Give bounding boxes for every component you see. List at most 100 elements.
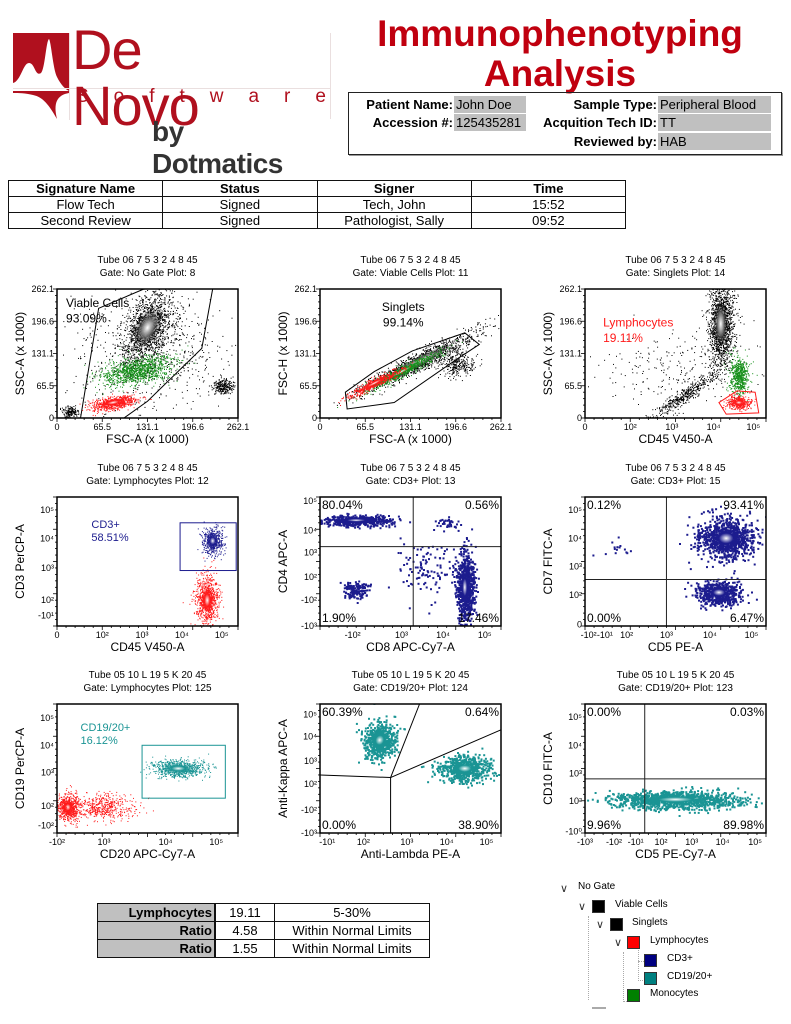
event-dot [169,299,171,301]
event-dot [153,378,154,380]
event-dot [116,406,118,408]
event-dot [131,336,133,338]
event-dot [163,280,164,281]
event-dot [75,405,77,407]
event-dot [181,321,183,323]
event-dot [130,398,132,400]
event-dot [163,319,165,321]
event-dot [442,362,444,364]
event-dot [165,358,167,360]
event-dot [160,359,162,361]
event-dot [153,362,155,364]
event-dot [112,375,114,377]
event-dot [124,358,126,360]
gate-polygon[interactable] [79,288,214,419]
event-dot [113,367,115,369]
event-dot [155,345,157,346]
event-dot [220,393,222,395]
event-dot [147,282,148,283]
patient-info-box: Patient Name: John Doe Accession #: 1254… [348,92,782,155]
event-dot [100,373,102,375]
event-dot [223,390,225,392]
event-dot [150,359,152,361]
event-dot [144,381,146,383]
event-dot [226,386,228,388]
event-dot [124,405,126,407]
event-dot [129,351,130,353]
event-dot [97,408,99,410]
event-dot [128,364,130,366]
event-dot [131,338,133,339]
event-dot [135,362,137,364]
event-dot [218,390,219,392]
event-dot [456,359,458,361]
event-dot [125,350,127,352]
event-dot [130,397,132,399]
event-dot [137,367,139,369]
event-dot [138,371,140,373]
patient-name-value: John Doe [454,96,526,113]
event-dot [401,364,402,365]
event-dot [119,333,121,335]
event-dot [148,347,150,349]
y-tick-label: 196.6 [31,316,54,326]
event-dot [151,361,153,363]
event-dot [126,358,128,360]
event-dot [68,411,70,413]
event-dot [141,373,143,375]
event-dot [136,364,138,366]
event-dot [128,398,130,399]
event-dot [68,414,70,416]
event-dot [162,340,164,342]
event-dot [127,368,129,370]
event-dot [229,383,231,384]
event-dot [478,322,480,324]
event-dot [187,345,189,347]
event-dot [135,306,137,308]
event-dot [463,364,465,366]
event-dot [171,324,173,326]
event-dot [86,374,88,376]
event-dot [74,410,76,412]
event-dot [169,324,170,326]
event-dot [135,381,137,383]
event-dot [136,345,138,347]
event-dot [122,368,124,370]
event-dot [176,364,178,366]
event-dot [135,351,137,353]
event-dot [135,384,137,386]
event-dot [150,366,152,368]
event-dot [451,364,453,366]
event-dot [149,375,151,377]
event-dot [166,333,168,335]
event-dot [125,362,127,364]
event-dot [466,367,467,369]
event-dot [138,353,140,355]
event-dot [116,362,118,363]
event-dot [151,366,153,368]
event-dot [133,350,135,352]
table-cell: Second Review [7,212,164,229]
event-dot [232,376,234,378]
event-dot [134,370,136,372]
event-dot [141,362,142,364]
event-dot [124,402,126,404]
event-dot [160,301,162,303]
event-dot [116,379,118,381]
event-dot [162,352,164,354]
event-dot [138,375,140,377]
event-dot [171,302,173,304]
event-dot [158,353,160,354]
event-dot [84,356,86,357]
event-dot [114,347,116,349]
event-dot [166,367,168,368]
event-dot [460,365,462,367]
event-dot [74,409,76,411]
plot-tube-title: Tube 06 7 5 3 2 4 8 45 [360,255,461,266]
event-dot [128,342,130,344]
event-dot [197,393,199,395]
event-dot [128,360,130,362]
event-dot [125,396,127,398]
event-dot [117,395,119,397]
event-dot [120,321,122,323]
